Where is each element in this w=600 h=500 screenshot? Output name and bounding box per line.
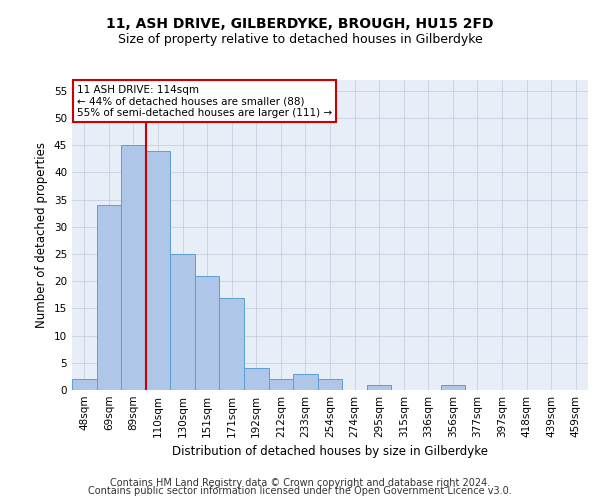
Bar xyxy=(97,205,121,390)
Text: Contains HM Land Registry data © Crown copyright and database right 2024.: Contains HM Land Registry data © Crown c… xyxy=(110,478,490,488)
Y-axis label: Number of detached properties: Number of detached properties xyxy=(35,142,49,328)
X-axis label: Distribution of detached houses by size in Gilberdyke: Distribution of detached houses by size … xyxy=(172,446,488,458)
Text: 11, ASH DRIVE, GILBERDYKE, BROUGH, HU15 2FD: 11, ASH DRIVE, GILBERDYKE, BROUGH, HU15 … xyxy=(106,18,494,32)
Bar xyxy=(121,146,146,390)
Bar xyxy=(170,254,195,390)
Bar xyxy=(367,384,391,390)
Bar xyxy=(318,379,342,390)
Text: 11 ASH DRIVE: 114sqm
← 44% of detached houses are smaller (88)
55% of semi-detac: 11 ASH DRIVE: 114sqm ← 44% of detached h… xyxy=(77,84,332,118)
Bar xyxy=(244,368,269,390)
Bar xyxy=(72,379,97,390)
Bar xyxy=(440,384,465,390)
Bar xyxy=(220,298,244,390)
Text: Size of property relative to detached houses in Gilberdyke: Size of property relative to detached ho… xyxy=(118,32,482,46)
Bar xyxy=(146,150,170,390)
Bar xyxy=(269,379,293,390)
Bar xyxy=(293,374,318,390)
Bar xyxy=(195,276,220,390)
Text: Contains public sector information licensed under the Open Government Licence v3: Contains public sector information licen… xyxy=(88,486,512,496)
